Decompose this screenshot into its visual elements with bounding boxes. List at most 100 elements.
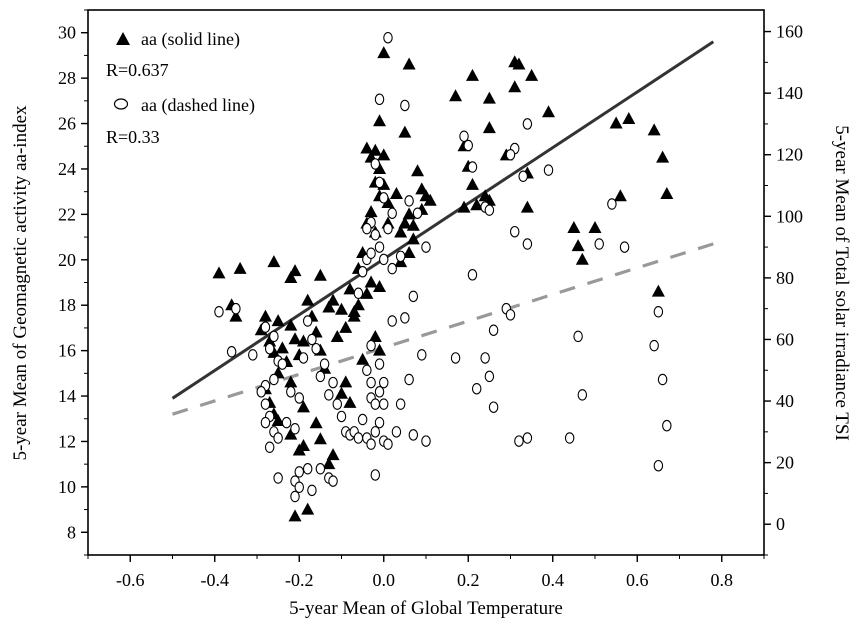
triangle-point xyxy=(394,225,408,238)
triangle-point xyxy=(364,205,378,218)
circle-point xyxy=(277,358,288,370)
circle-point xyxy=(315,463,326,475)
circle-point xyxy=(657,373,668,386)
triangle-point xyxy=(449,89,463,102)
circle-point xyxy=(353,432,364,444)
circle-point xyxy=(362,364,372,377)
circle-point xyxy=(302,463,313,475)
right-y-tick-label: 20 xyxy=(776,453,794,473)
circle-point xyxy=(353,287,364,300)
triangle-point xyxy=(322,457,336,470)
circle-point xyxy=(328,376,338,389)
triangle-point xyxy=(347,305,361,318)
triangle-point xyxy=(322,300,336,313)
circle-point xyxy=(374,241,385,253)
triangle-point xyxy=(330,330,344,342)
circle-point xyxy=(395,250,406,263)
triangle-point xyxy=(465,177,479,190)
triangle-point xyxy=(284,427,298,440)
x-tick-label: 0.2 xyxy=(457,570,480,590)
legend-triangle-marker xyxy=(116,32,130,45)
triangle-point xyxy=(267,345,281,358)
x-tick-label: 0.6 xyxy=(626,570,649,590)
triangle-point xyxy=(482,91,496,104)
circle-point xyxy=(387,207,397,219)
circle-point xyxy=(286,386,296,398)
circle-point xyxy=(231,302,241,315)
circle-point xyxy=(505,148,516,161)
circle-point xyxy=(269,330,279,343)
triangle-point xyxy=(373,114,387,127)
circle-point xyxy=(619,241,630,253)
circle-point xyxy=(378,192,389,204)
circle-point xyxy=(573,330,583,343)
circle-point xyxy=(400,312,410,324)
triangle-point xyxy=(233,261,247,274)
x-tick-label: 0.8 xyxy=(711,570,734,590)
circle-point xyxy=(294,466,304,478)
triangle-point xyxy=(356,352,370,365)
circle-point xyxy=(366,247,376,259)
triangle-point xyxy=(512,57,526,70)
circle-point xyxy=(311,342,321,355)
triangle-point xyxy=(288,264,302,277)
triangle-point xyxy=(377,46,391,59)
triangle-point xyxy=(339,375,353,388)
data-points xyxy=(212,31,674,522)
triangle-point xyxy=(373,161,387,174)
triangle-point xyxy=(402,245,416,258)
circle-point xyxy=(264,342,275,355)
circle-point xyxy=(378,376,389,389)
triangle-point xyxy=(360,286,374,299)
circle-point xyxy=(400,99,410,112)
circle-point xyxy=(260,416,271,429)
circle-point xyxy=(315,370,326,383)
triangle-point xyxy=(296,334,310,347)
circle-point xyxy=(307,484,317,497)
circle-point xyxy=(307,333,317,346)
circle-point xyxy=(484,204,495,216)
triangle-point xyxy=(398,216,412,229)
circle-point xyxy=(505,309,516,321)
circle-point xyxy=(471,382,482,395)
left-y-axis-ticks: 8 10 12 14 16 18 20 22 24 26 28 30 xyxy=(58,9,88,556)
triangle-point xyxy=(313,432,327,445)
x-tick-label: 0.4 xyxy=(542,570,565,590)
circle-point xyxy=(421,435,431,447)
left-y-tick-label: 22 xyxy=(58,204,76,224)
circle-point xyxy=(273,472,283,484)
legend-stat-dashed: R=0.33 xyxy=(106,127,160,147)
triangle-point xyxy=(609,116,623,129)
circle-point xyxy=(383,438,393,450)
circle-point xyxy=(649,339,659,352)
left-y-tick-label: 18 xyxy=(58,295,76,315)
left-y-tick-label: 10 xyxy=(58,477,76,497)
circle-point xyxy=(564,432,575,444)
triangle-point xyxy=(288,509,302,522)
circle-point xyxy=(467,269,478,281)
right-y-tick-label: 140 xyxy=(776,83,803,103)
circle-point xyxy=(488,324,499,336)
right-y-tick-label: 120 xyxy=(776,145,803,165)
circle-point xyxy=(391,426,402,438)
triangle-point xyxy=(212,266,226,279)
triangle-point xyxy=(571,239,585,252)
circle-point xyxy=(366,438,376,450)
circle-point xyxy=(518,170,528,183)
right-y-tick-label: 80 xyxy=(776,268,794,288)
circle-point xyxy=(370,229,381,241)
triangle-point xyxy=(381,196,395,209)
right-y-axis-ticks: 0 20 40 60 80 100 120 140 160 xyxy=(764,22,803,556)
x-tick-label: 0.0 xyxy=(373,570,396,590)
circle-point xyxy=(366,339,376,352)
circle-point xyxy=(269,373,279,386)
triangle-point xyxy=(482,121,496,134)
triangle-point xyxy=(313,268,327,281)
left-y-tick-label: 12 xyxy=(58,431,76,451)
triangle-point xyxy=(656,150,670,163)
triangle-point xyxy=(525,68,539,81)
triangle-point xyxy=(402,207,416,220)
triangle-point xyxy=(423,193,437,206)
circle-point xyxy=(281,416,292,429)
triangle-point xyxy=(288,332,302,345)
